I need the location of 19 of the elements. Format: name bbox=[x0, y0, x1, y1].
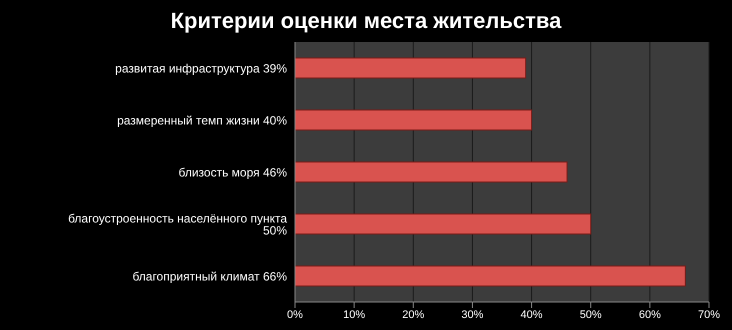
chart-title: Критерии оценки места жительства bbox=[170, 8, 562, 34]
bar bbox=[295, 162, 568, 182]
y-tick-label: благоприятный климат 66% bbox=[132, 269, 288, 284]
x-tick-label: 50% bbox=[580, 308, 602, 321]
x-tick-label: 30% bbox=[461, 308, 484, 321]
bar bbox=[295, 266, 686, 286]
bar bbox=[295, 214, 592, 234]
y-tick-label: близость моря 46% bbox=[178, 165, 288, 180]
y-tick-label: развитая инфраструктура 39% bbox=[115, 61, 288, 76]
bar bbox=[295, 110, 532, 130]
x-tick-label: 60% bbox=[638, 308, 662, 321]
x-tick-label: 40% bbox=[520, 308, 543, 321]
x-tick-label: 20% bbox=[402, 308, 425, 321]
y-tick-label: размеренный темп жизни 40% bbox=[117, 113, 288, 128]
x-tick-label: 70% bbox=[698, 308, 720, 321]
bar bbox=[295, 58, 526, 78]
y-tick-label: благоустроенность населённого пункта 50% bbox=[68, 211, 288, 238]
x-tick-label: 10% bbox=[343, 308, 366, 321]
x-tick-label: 0% bbox=[287, 308, 304, 321]
